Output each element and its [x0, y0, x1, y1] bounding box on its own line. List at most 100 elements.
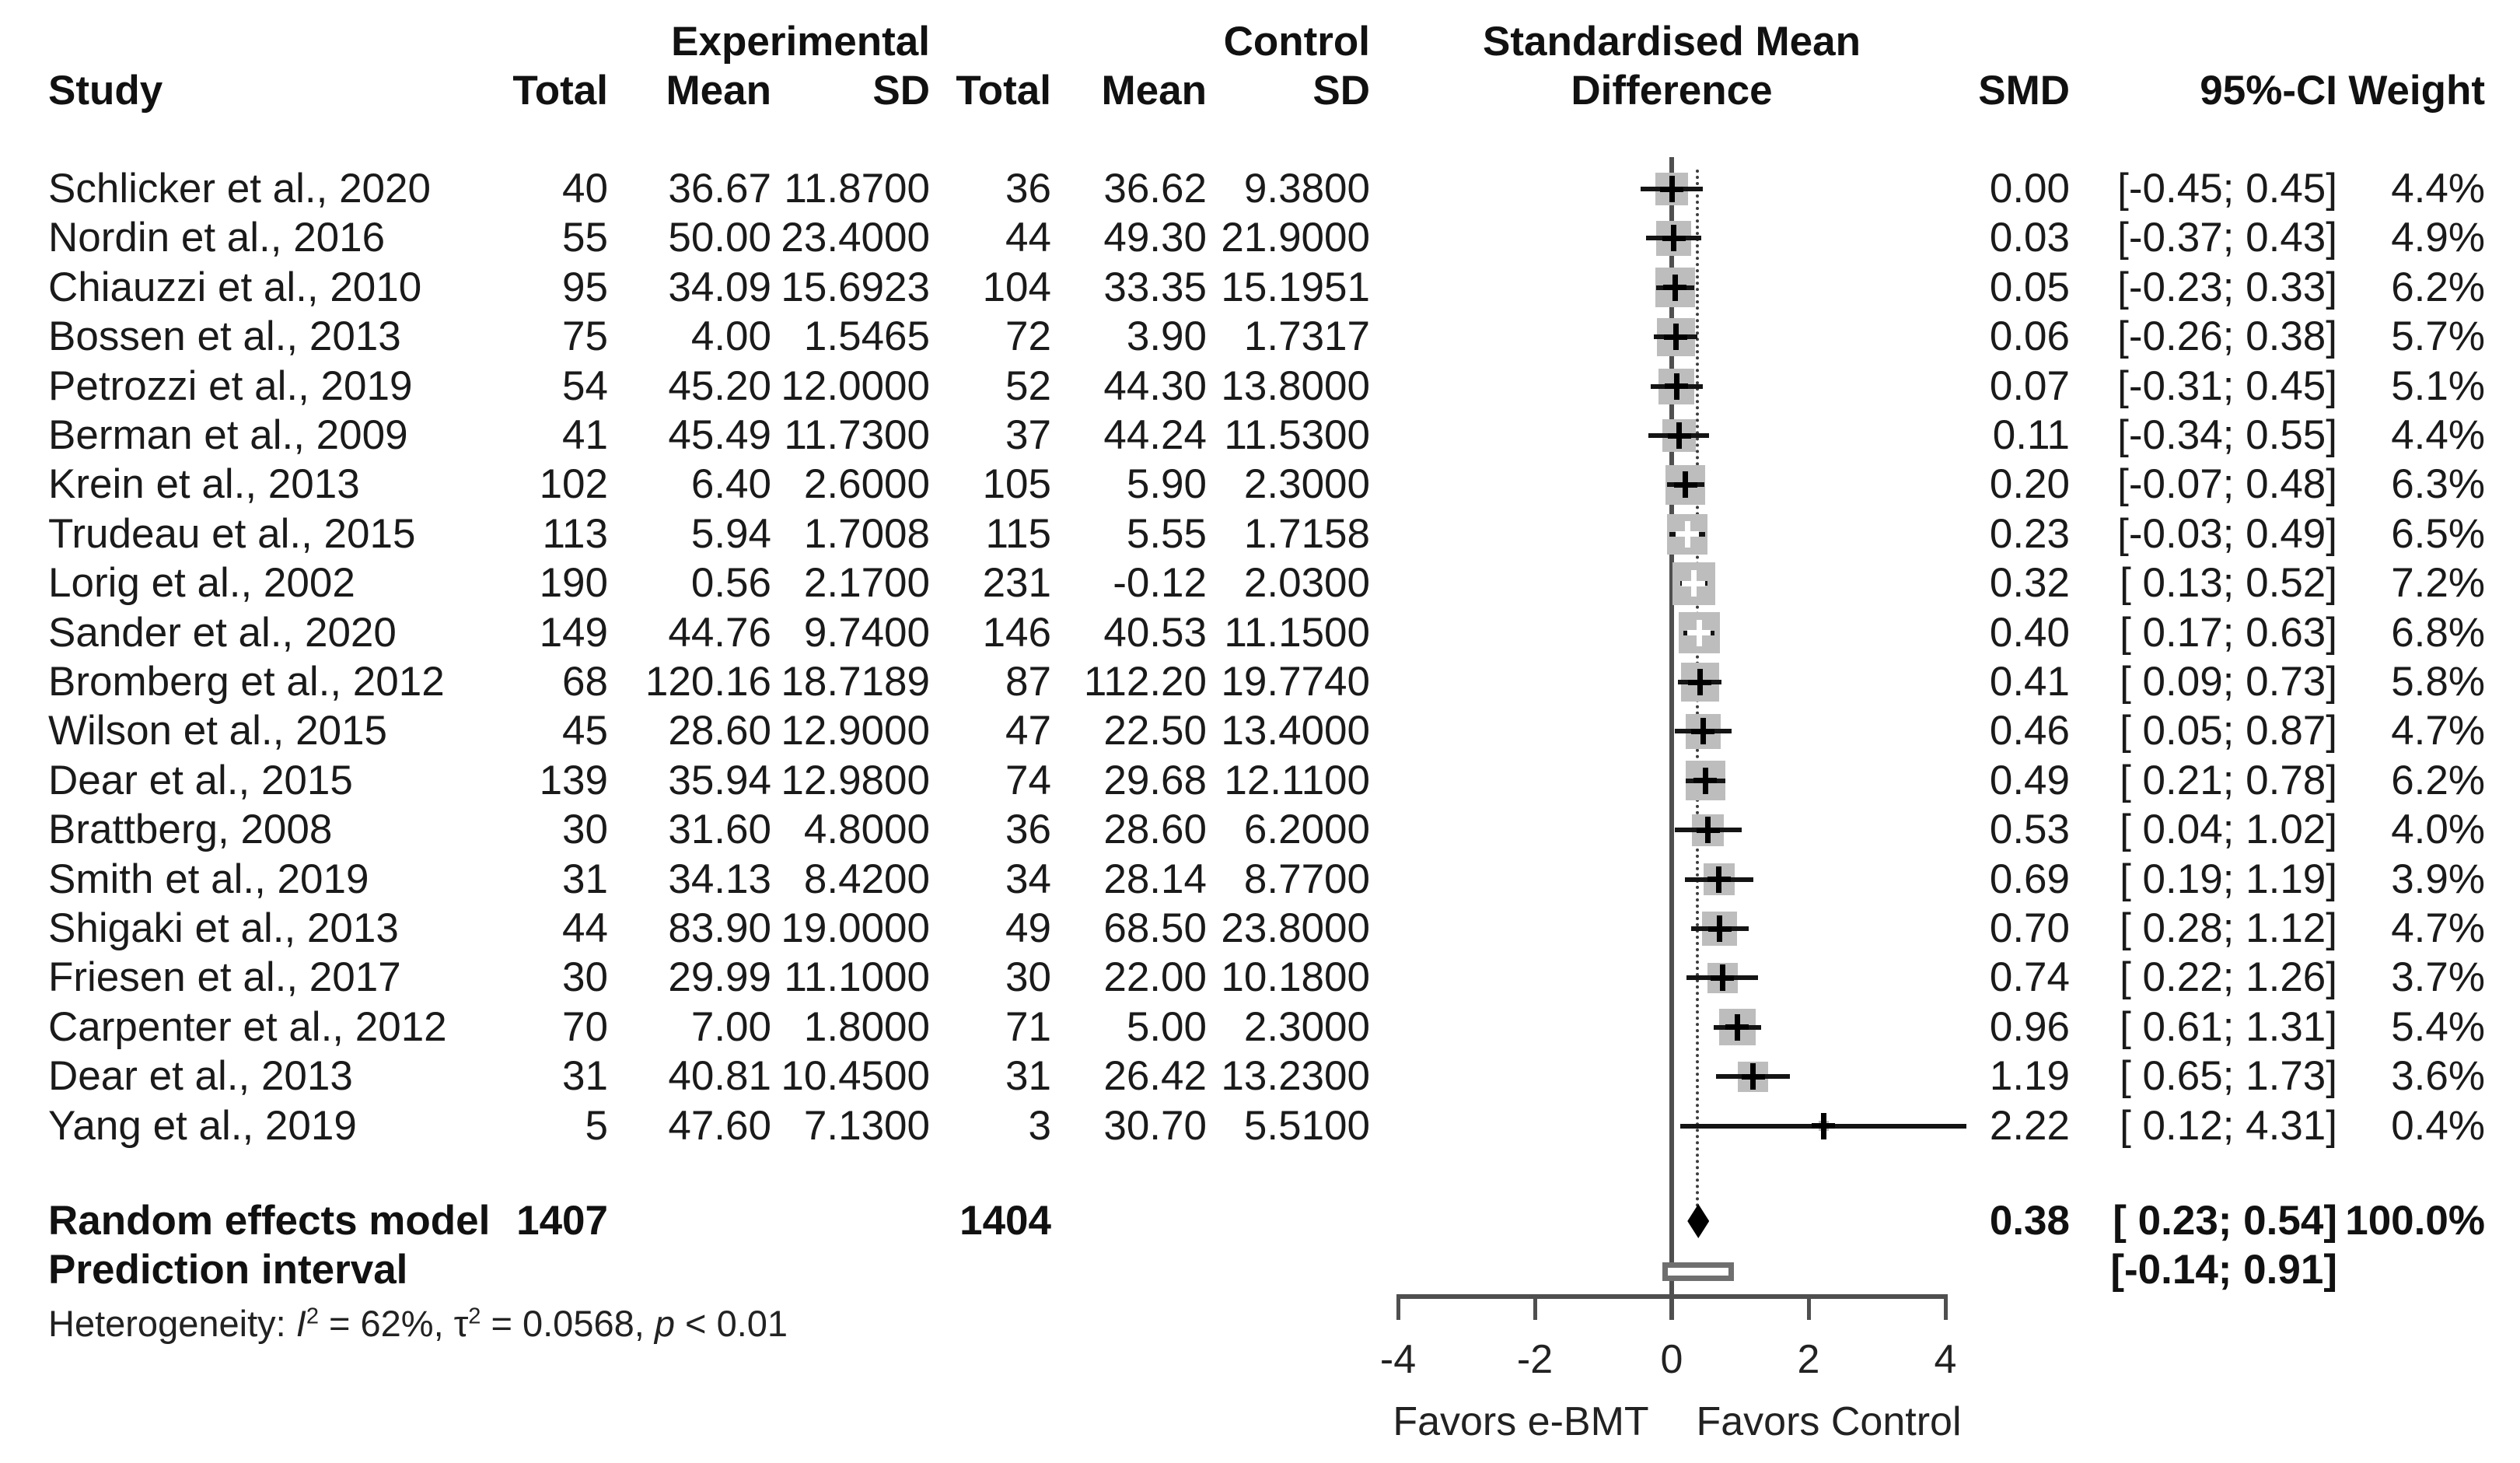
tau-squared-exponent: 2 — [468, 1304, 481, 1329]
point-marker — [1725, 1024, 1749, 1031]
study-row-ci-text: [-0.37; 0.43] — [2117, 215, 2337, 261]
study-row-ci-text: [-0.03; 0.49] — [2117, 510, 2337, 557]
study-row: Sander et al., 2020 149 44.76 9.7400 146 40.5… — [0, 608, 2520, 658]
study-row-mean-e: 0.56 — [690, 560, 771, 607]
study-row-name: Wilson et al., 2015 — [48, 708, 388, 754]
study-row-mean-c: 30.70 — [1103, 1102, 1207, 1149]
study-row-ci-text: [ 0.05; 0.87] — [2120, 708, 2337, 754]
p-value: < 0.01 — [675, 1303, 788, 1344]
study-row: Schlicker et al., 2020 40 36.67 11.8700 36 36… — [0, 164, 2520, 214]
study-row-total-c: 87 — [1005, 659, 1051, 705]
study-row-sd-e: 12.9000 — [781, 708, 930, 754]
point-marker — [1687, 630, 1711, 636]
study-row-smd-text: 0.11 — [1992, 412, 2070, 458]
i-squared-symbol: I — [295, 1303, 306, 1344]
study-row-name: Schlicker et al., 2020 — [48, 166, 431, 212]
study-row-weight-text: 6.5% — [2391, 510, 2485, 557]
study-row-total-c: 47 — [1005, 708, 1051, 754]
study-row-sd-e: 23.4000 — [781, 215, 930, 261]
study-row: Lorig et al., 2002 190 0.56 2.1700 231 -0.12 2… — [0, 558, 2520, 608]
study-row-total-c: 31 — [1005, 1053, 1051, 1100]
study-row-smd-text: 0.46 — [1989, 708, 2070, 754]
i-squared-exponent: 2 — [306, 1304, 319, 1329]
study-row-smd-text: 1.19 — [1989, 1053, 2070, 1100]
study-row-mean-e: 34.09 — [668, 264, 771, 310]
study-row: Chiauzzi et al., 2010 95 34.09 15.6923 104 33… — [0, 263, 2520, 313]
column-header-smd-text: SMD — [1978, 68, 2070, 114]
study-row-sd-c: 15.1951 — [1221, 264, 1370, 310]
study-row-total-e: 30 — [562, 807, 608, 853]
study-row-sd-c: 2.3000 — [1243, 1003, 1370, 1050]
study-row-total-e: 30 — [562, 954, 608, 1001]
study-row-name: Petrozzi et al., 2019 — [48, 362, 413, 409]
point-marker — [1812, 1123, 1836, 1129]
study-row-mean-c: 22.00 — [1103, 954, 1207, 1001]
study-row-total-c: 30 — [1005, 954, 1051, 1001]
study-row-weight-text: 5.8% — [2391, 659, 2485, 705]
point-marker — [1667, 432, 1691, 439]
column-header-total-e: Total — [512, 68, 608, 114]
study-row-name: Yang et al., 2019 — [48, 1102, 357, 1149]
study-row-mean-e: 29.99 — [668, 954, 771, 1001]
random-effects-smd: 0.38 — [1989, 1198, 2070, 1244]
study-row-sd-c: 11.5300 — [1224, 412, 1370, 458]
study-row-smd-text: 0.20 — [1989, 461, 2070, 508]
summary-diamond — [1687, 1204, 1710, 1238]
study-row-total-c: 3 — [1028, 1102, 1051, 1149]
study-row-mean-c: 3.90 — [1126, 313, 1207, 360]
study-row-total-c: 36 — [1005, 807, 1051, 853]
prediction-interval-bar — [1662, 1262, 1735, 1281]
tau-squared-symbol: τ — [453, 1303, 469, 1344]
study-row-weight-text: 5.1% — [2391, 362, 2485, 409]
study-row-total-e: 149 — [539, 609, 608, 656]
study-row-weight-text: 4.9% — [2391, 215, 2485, 261]
study-row-mean-e: 47.60 — [668, 1102, 771, 1149]
column-header-total-c: Total — [956, 68, 1051, 114]
point-marker — [1663, 285, 1687, 291]
study-row-total-c: 146 — [982, 609, 1051, 656]
study-row-mean-e: 45.49 — [668, 412, 771, 458]
study-row-smd-text: 0.70 — [1989, 905, 2070, 951]
study-row-sd-c: 11.1500 — [1224, 609, 1370, 656]
study-row-mean-e: 7.00 — [690, 1003, 771, 1050]
study-row-ci-text: [ 0.13; 0.52] — [2120, 560, 2337, 607]
study-row-mean-c: 40.53 — [1103, 609, 1207, 656]
study-row-name: Dear et al., 2013 — [48, 1053, 353, 1100]
axis-tick-label: 0 — [1660, 1337, 1683, 1382]
study-row-mean-c: -0.12 — [1113, 560, 1207, 607]
point-marker — [1665, 383, 1689, 390]
study-row: Friesen et al., 2017 30 29.99 11.1000 30 22.0… — [0, 953, 2520, 1003]
study-row-total-c: 34 — [1005, 856, 1051, 902]
study-row: Bromberg et al., 2012 68 120.16 18.7189 87 11… — [0, 657, 2520, 707]
study-row-total-e: 75 — [562, 313, 608, 360]
study-row-ci-text: [ 0.65; 1.73] — [2120, 1053, 2337, 1100]
i-squared-value: = 62%, — [318, 1303, 454, 1344]
study-row-weight-text: 5.4% — [2391, 1003, 2485, 1050]
study-row-ci-text: [ 0.19; 1.19] — [2120, 856, 2337, 902]
study-row-mean-e: 120.16 — [645, 659, 771, 705]
study-row-total-c: 104 — [982, 264, 1051, 310]
study-row-weight-text: 6.2% — [2391, 757, 2485, 803]
column-header-mean-e: Mean — [666, 68, 771, 114]
study-row-sd-e: 8.4200 — [803, 856, 930, 902]
study-row-ci-text: [-0.45; 0.45] — [2117, 166, 2337, 212]
point-marker — [1693, 778, 1718, 784]
study-row-weight-text: 4.7% — [2391, 905, 2485, 951]
study-row-total-e: 41 — [562, 412, 608, 458]
study-row-sd-e: 18.7189 — [781, 659, 930, 705]
study-row-smd-text: 0.74 — [1989, 954, 2070, 1001]
study-row-name: Sander et al., 2020 — [48, 609, 397, 656]
axis-tick-label: -4 — [1379, 1337, 1417, 1382]
point-marker — [1707, 877, 1731, 883]
study-row-weight-text: 3.6% — [2391, 1053, 2485, 1100]
zero-line — [1669, 157, 1674, 1320]
study-row: Krein et al., 2013 102 6.40 2.6000 105 5.90 2.… — [0, 460, 2520, 509]
study-row-name: Brattberg, 2008 — [48, 807, 333, 853]
study-row-smd-text: 0.41 — [1989, 659, 2070, 705]
study-row-sd-e: 1.5465 — [803, 313, 930, 360]
study-row-mean-c: 49.30 — [1103, 215, 1207, 261]
study-row-mean-c: 44.30 — [1103, 362, 1207, 409]
plot-title-line2: Difference — [1571, 68, 1773, 114]
study-row: Dear et al., 2013 31 40.81 10.4500 31 26.42 13… — [0, 1052, 2520, 1101]
